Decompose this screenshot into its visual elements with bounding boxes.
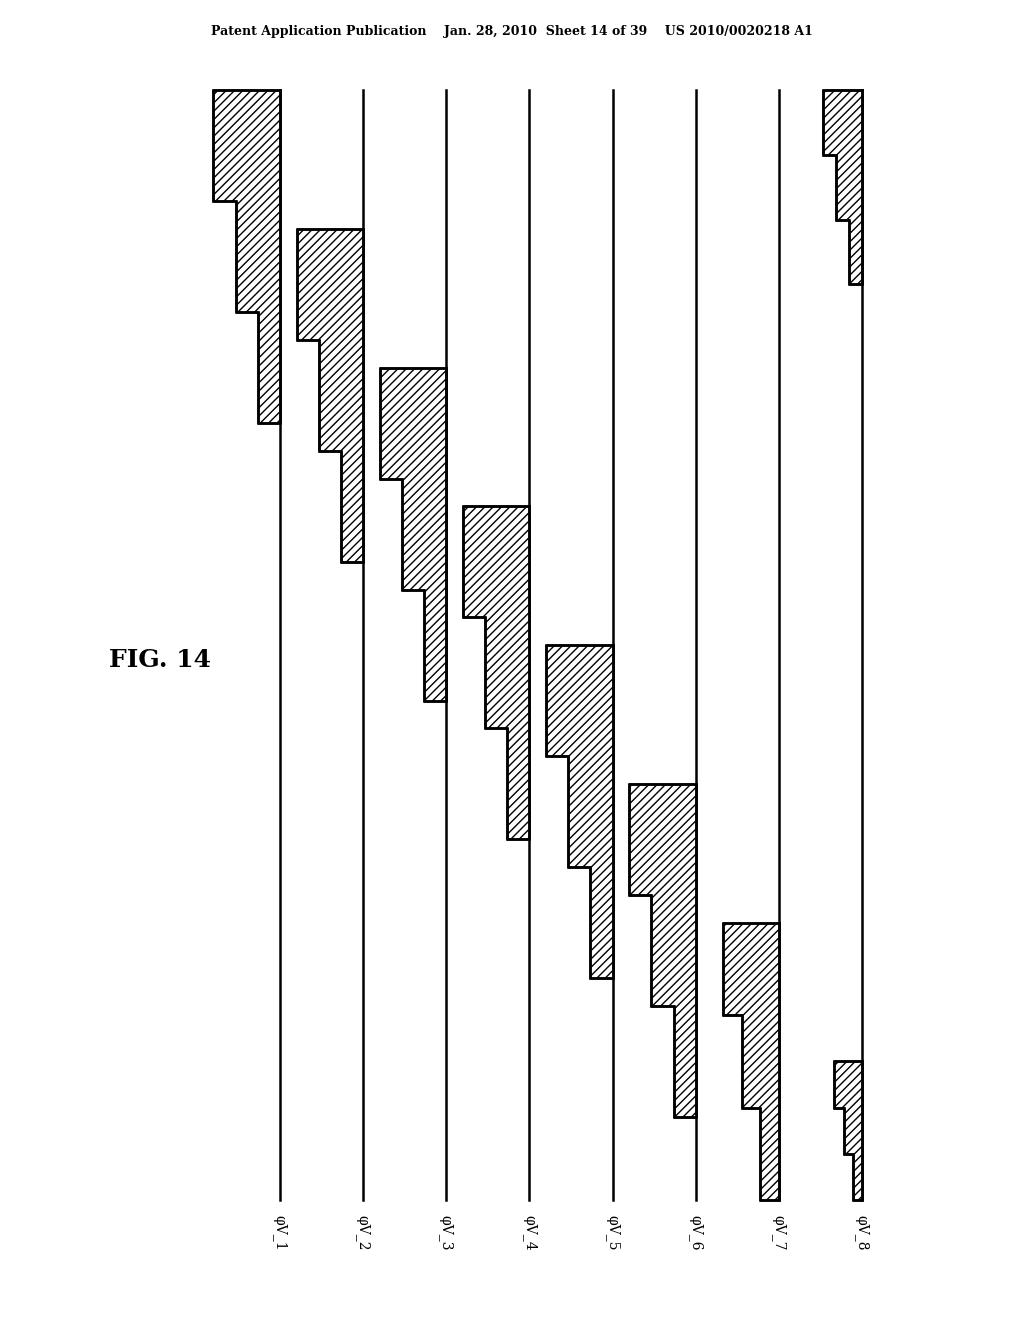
Text: Patent Application Publication    Jan. 28, 2010  Sheet 14 of 39    US 2010/00202: Patent Application Publication Jan. 28, … [211,25,813,38]
Text: φV_5: φV_5 [605,1214,620,1250]
Text: φV_8: φV_8 [855,1214,869,1250]
Text: φV_2: φV_2 [355,1214,371,1250]
Text: φV_3: φV_3 [439,1214,454,1250]
Polygon shape [629,784,695,1117]
Polygon shape [380,367,446,701]
Text: φV_1: φV_1 [272,1214,288,1250]
Text: φV_4: φV_4 [522,1214,537,1250]
Polygon shape [823,90,862,284]
Text: φV_6: φV_6 [688,1214,703,1250]
Polygon shape [723,923,779,1200]
Polygon shape [463,507,529,840]
Polygon shape [297,228,364,562]
Text: φV_7: φV_7 [771,1214,786,1250]
Polygon shape [213,90,280,422]
Text: FIG. 14: FIG. 14 [109,648,211,672]
Polygon shape [546,645,612,978]
Polygon shape [835,1061,862,1200]
